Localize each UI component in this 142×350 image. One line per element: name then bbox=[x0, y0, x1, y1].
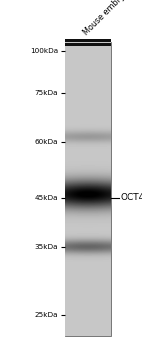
Text: OCT4: OCT4 bbox=[121, 193, 142, 202]
Bar bbox=[65, 39, 111, 42]
Bar bbox=[65, 42, 111, 336]
Bar bbox=[65, 43, 111, 46]
Text: 75kDa: 75kDa bbox=[35, 90, 58, 96]
Text: 35kDa: 35kDa bbox=[35, 244, 58, 250]
Text: 60kDa: 60kDa bbox=[35, 139, 58, 145]
Text: Mouse embryo: Mouse embryo bbox=[82, 0, 130, 37]
Text: 25kDa: 25kDa bbox=[35, 312, 58, 318]
Text: 45kDa: 45kDa bbox=[35, 195, 58, 201]
Text: 100kDa: 100kDa bbox=[30, 48, 58, 54]
